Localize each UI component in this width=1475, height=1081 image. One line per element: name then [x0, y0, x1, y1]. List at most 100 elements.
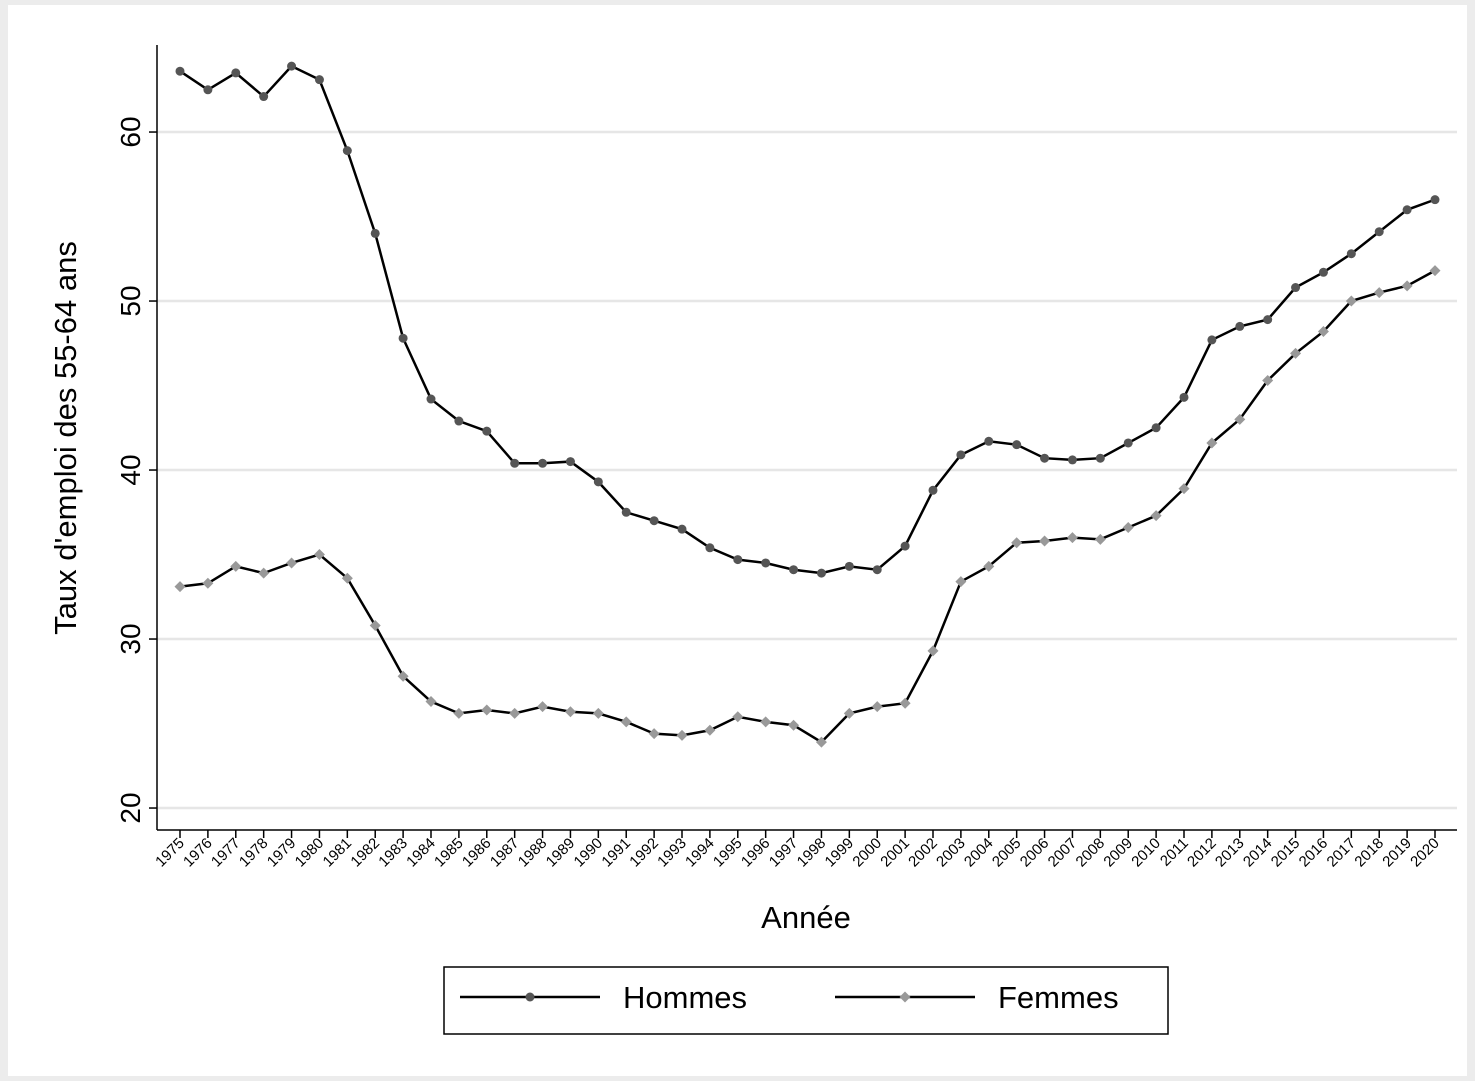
- legend-box: [443, 966, 1169, 1035]
- point: [704, 724, 716, 736]
- point: [1430, 195, 1440, 205]
- point: [1151, 423, 1161, 433]
- point: [453, 707, 465, 719]
- point: [899, 697, 911, 709]
- y-tick-label: 20: [115, 792, 146, 823]
- point: [1318, 267, 1328, 277]
- point: [370, 228, 380, 238]
- point: [369, 620, 381, 632]
- point: [1178, 483, 1190, 495]
- point: [1150, 510, 1162, 522]
- point: [537, 701, 549, 713]
- point: [1094, 533, 1106, 545]
- point: [649, 516, 659, 526]
- point: [259, 92, 269, 102]
- point: [760, 716, 772, 728]
- point: [1402, 205, 1412, 215]
- point: [202, 577, 214, 589]
- point: [314, 75, 324, 85]
- x-axis-title: Année: [761, 900, 851, 935]
- point: [955, 576, 967, 588]
- point: [231, 68, 241, 78]
- point: [1235, 321, 1245, 331]
- point: [525, 992, 535, 1002]
- point: [426, 394, 436, 404]
- point: [677, 524, 687, 534]
- point: [398, 333, 408, 343]
- legend-label: Hommes: [623, 980, 747, 1015]
- point: [984, 436, 994, 446]
- point: [1373, 287, 1385, 299]
- point: [1234, 413, 1246, 425]
- point: [843, 707, 855, 719]
- point: [1291, 283, 1301, 293]
- point: [1179, 392, 1189, 402]
- point: [286, 557, 298, 569]
- chart-background: [8, 5, 1467, 1076]
- point: [1262, 374, 1274, 386]
- point: [1011, 537, 1023, 549]
- point: [761, 558, 771, 568]
- point: [1122, 521, 1134, 533]
- point: [482, 426, 492, 436]
- point: [956, 450, 966, 460]
- point: [1401, 280, 1413, 292]
- point: [538, 458, 548, 468]
- point: [1095, 453, 1105, 463]
- point: [341, 572, 353, 584]
- point: [648, 728, 660, 740]
- point: [287, 61, 297, 71]
- point: [342, 146, 352, 156]
- point: [816, 568, 826, 578]
- point: [1039, 535, 1051, 547]
- y-tick-label: 50: [115, 285, 146, 316]
- point: [174, 581, 186, 593]
- line: [179, 269, 1436, 744]
- point: [565, 457, 575, 467]
- point: [815, 736, 827, 748]
- point: [313, 549, 325, 561]
- point: [509, 707, 521, 719]
- point: [983, 560, 995, 572]
- point: [454, 416, 464, 426]
- point: [705, 543, 715, 553]
- line: [179, 64, 1436, 575]
- point: [872, 565, 882, 575]
- point: [230, 560, 242, 572]
- point: [676, 729, 688, 741]
- point: [1066, 532, 1078, 544]
- point: [1123, 438, 1133, 448]
- point: [789, 565, 799, 575]
- point: [844, 561, 854, 571]
- point: [732, 711, 744, 723]
- point: [481, 704, 493, 716]
- point: [564, 706, 576, 718]
- point: [1207, 335, 1217, 345]
- point: [510, 458, 520, 468]
- point: [1374, 227, 1384, 237]
- point: [927, 645, 939, 657]
- point: [1012, 440, 1022, 450]
- y-axis-title: Taux d'emploi des 55-64 ans: [48, 241, 83, 635]
- point: [928, 485, 938, 495]
- point: [1346, 249, 1356, 259]
- point: [900, 541, 910, 551]
- point: [1067, 455, 1077, 465]
- point: [1040, 453, 1050, 463]
- point: [1290, 347, 1302, 359]
- y-tick-label: 40: [115, 454, 146, 485]
- point: [1345, 295, 1357, 307]
- point: [425, 696, 437, 708]
- point: [871, 701, 883, 713]
- point: [899, 991, 911, 1003]
- point: [1206, 437, 1218, 449]
- point: [621, 507, 631, 517]
- y-tick-label: 30: [115, 623, 146, 654]
- legend-label: Femmes: [998, 980, 1119, 1015]
- point: [592, 707, 604, 719]
- point: [593, 477, 603, 487]
- point: [1317, 325, 1329, 337]
- point: [258, 567, 270, 579]
- point: [620, 716, 632, 728]
